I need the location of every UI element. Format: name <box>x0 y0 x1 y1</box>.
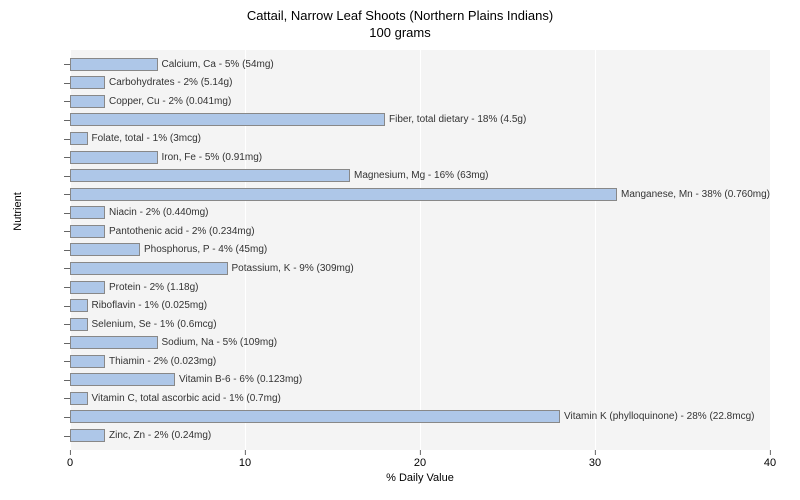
bar-row: Zinc, Zn - 2% (0.24mg) <box>70 428 770 443</box>
bar <box>70 243 140 256</box>
bar-row: Copper, Cu - 2% (0.041mg) <box>70 94 770 109</box>
bar <box>70 188 617 201</box>
bars-container: Calcium, Ca - 5% (54mg) Carbohydrates - 2… <box>70 55 770 445</box>
bar <box>70 262 228 275</box>
bar-label: Copper, Cu - 2% (0.041mg) <box>105 96 231 107</box>
bar-row: Phosphorus, P - 4% (45mg) <box>70 242 770 257</box>
x-tick: 20 <box>414 450 426 469</box>
bar <box>70 410 560 423</box>
bar-row: Pantothenic acid - 2% (0.234mg) <box>70 224 770 239</box>
bar-label: Folate, total - 1% (3mcg) <box>88 133 201 144</box>
bar-row: Vitamin C, total ascorbic acid - 1% (0.7… <box>70 391 770 406</box>
bar-label: Vitamin K (phylloquinone) - 28% (22.8mcg… <box>560 411 754 422</box>
bar-row: Manganese, Mn - 38% (0.760mg) <box>70 187 770 202</box>
bar-label: Vitamin C, total ascorbic acid - 1% (0.7… <box>88 393 281 404</box>
x-tick-mark <box>245 450 246 455</box>
bar-label: Phosphorus, P - 4% (45mg) <box>140 244 267 255</box>
bar-label: Thiamin - 2% (0.023mg) <box>105 356 216 367</box>
bar-row: Selenium, Se - 1% (0.6mcg) <box>70 317 770 332</box>
x-axis-label: % Daily Value <box>70 472 770 484</box>
bar <box>70 336 158 349</box>
bar-label: Protein - 2% (1.18g) <box>105 282 199 293</box>
bar <box>70 355 105 368</box>
bar-row: Calcium, Ca - 5% (54mg) <box>70 57 770 72</box>
bar-row: Magnesium, Mg - 16% (63mg) <box>70 168 770 183</box>
x-tick-mark <box>595 450 596 455</box>
bar-label: Manganese, Mn - 38% (0.760mg) <box>617 189 770 200</box>
bar <box>70 392 88 405</box>
bar-row: Protein - 2% (1.18g) <box>70 280 770 295</box>
x-tick: 40 <box>764 450 776 469</box>
chart-title: Cattail, Narrow Leaf Shoots (Northern Pl… <box>0 0 800 42</box>
bar-label: Niacin - 2% (0.440mg) <box>105 207 208 218</box>
bar <box>70 225 105 238</box>
bar-label: Iron, Fe - 5% (0.91mg) <box>158 152 263 163</box>
bar <box>70 281 105 294</box>
bar-label: Calcium, Ca - 5% (54mg) <box>158 59 274 70</box>
bar-label: Potassium, K - 9% (309mg) <box>228 263 354 274</box>
bar-label: Selenium, Se - 1% (0.6mcg) <box>88 319 217 330</box>
x-tick-label: 10 <box>239 457 251 469</box>
bar-row: Potassium, K - 9% (309mg) <box>70 261 770 276</box>
nutrient-chart: Cattail, Narrow Leaf Shoots (Northern Pl… <box>0 0 800 500</box>
bar-label: Carbohydrates - 2% (5.14g) <box>105 77 232 88</box>
bar-row: Vitamin B-6 - 6% (0.123mg) <box>70 372 770 387</box>
bar <box>70 299 88 312</box>
bar <box>70 58 158 71</box>
bar <box>70 429 105 442</box>
x-tick-mark <box>70 450 71 455</box>
bar-row: Carbohydrates - 2% (5.14g) <box>70 75 770 90</box>
bar-label: Pantothenic acid - 2% (0.234mg) <box>105 226 255 237</box>
bar-row: Fiber, total dietary - 18% (4.5g) <box>70 112 770 127</box>
bar <box>70 206 105 219</box>
bar-label: Magnesium, Mg - 16% (63mg) <box>350 170 489 181</box>
x-tick-mark <box>420 450 421 455</box>
x-tick-label: 0 <box>67 457 73 469</box>
bar <box>70 151 158 164</box>
x-tick: 10 <box>239 450 251 469</box>
bar-label: Riboflavin - 1% (0.025mg) <box>88 300 208 311</box>
bar-row: Riboflavin - 1% (0.025mg) <box>70 298 770 313</box>
bar-label: Vitamin B-6 - 6% (0.123mg) <box>175 374 302 385</box>
bar-row: Niacin - 2% (0.440mg) <box>70 205 770 220</box>
plot-area: Calcium, Ca - 5% (54mg) Carbohydrates - 2… <box>70 50 770 450</box>
x-tick-label: 20 <box>414 457 426 469</box>
title-line2: 100 grams <box>369 25 430 40</box>
x-tick: 30 <box>589 450 601 469</box>
bar <box>70 132 88 145</box>
bar <box>70 113 385 126</box>
bar-label: Sodium, Na - 5% (109mg) <box>158 337 278 348</box>
x-tick-mark <box>770 450 771 455</box>
bar <box>70 76 105 89</box>
bar-row: Folate, total - 1% (3mcg) <box>70 131 770 146</box>
bar-label: Fiber, total dietary - 18% (4.5g) <box>385 114 526 125</box>
x-tick: 0 <box>67 450 73 469</box>
x-tick-label: 30 <box>589 457 601 469</box>
bar-row: Thiamin - 2% (0.023mg) <box>70 354 770 369</box>
y-axis-label: Nutrient <box>12 192 24 231</box>
bar-row: Iron, Fe - 5% (0.91mg) <box>70 150 770 165</box>
bar-row: Sodium, Na - 5% (109mg) <box>70 335 770 350</box>
bar-label: Zinc, Zn - 2% (0.24mg) <box>105 430 211 441</box>
bar <box>70 318 88 331</box>
bar <box>70 373 175 386</box>
gridline <box>770 50 771 450</box>
bar <box>70 169 350 182</box>
x-tick-label: 40 <box>764 457 776 469</box>
bar <box>70 95 105 108</box>
title-line1: Cattail, Narrow Leaf Shoots (Northern Pl… <box>247 8 553 23</box>
bar-row: Vitamin K (phylloquinone) - 28% (22.8mcg… <box>70 409 770 424</box>
